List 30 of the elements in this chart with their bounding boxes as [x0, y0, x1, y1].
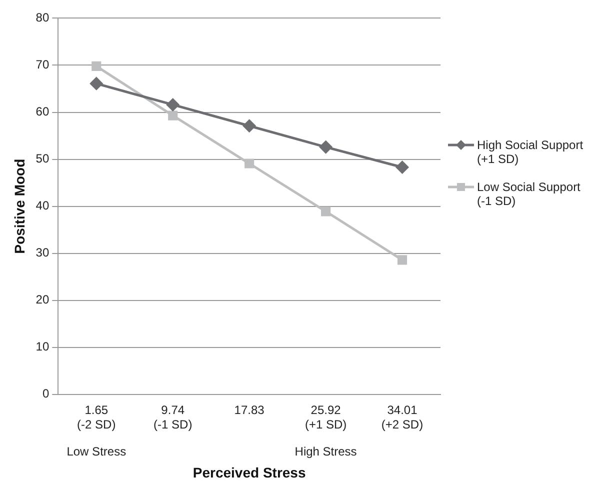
y-tick-label: 50	[36, 152, 50, 166]
point	[92, 61, 102, 71]
point	[243, 120, 256, 132]
point	[397, 255, 408, 265]
x-tick-label: 34.01 (+2 SD)	[381, 402, 424, 432]
point	[320, 140, 332, 154]
point	[321, 206, 331, 216]
legend-label: High Social Support (+1 SD)	[477, 138, 584, 166]
x-tick-label: 1.65 (-2 SD)	[77, 402, 116, 432]
y-axis-title: Positive Mood	[11, 158, 28, 254]
y-tick-label: 80	[36, 10, 50, 25]
legend-label: Low Social Support (-1 SD)	[477, 180, 582, 208]
text: High Stress	[294, 444, 357, 459]
y-tick-label: 60	[36, 104, 50, 119]
point	[244, 158, 254, 168]
x-tick-label: 9.74 (-1 SD)	[154, 402, 192, 432]
x-tick-label: 17.83	[234, 402, 265, 417]
y-tick-label: 20	[36, 292, 50, 307]
point	[166, 98, 180, 111]
y-tick-label: 10	[36, 340, 50, 354]
text: Low Stress	[66, 444, 126, 459]
point	[90, 77, 103, 90]
x-axis-title: Perceived Stress	[192, 464, 306, 480]
point	[396, 161, 409, 174]
x-tick-label: 25.92 (+1 SD)	[304, 402, 347, 432]
point	[168, 110, 178, 120]
y-tick-label: 70	[36, 58, 50, 72]
y-tick-label: 30	[36, 246, 50, 260]
y-tick-label: 0	[42, 386, 50, 401]
y-tick-label: 40	[36, 198, 50, 213]
